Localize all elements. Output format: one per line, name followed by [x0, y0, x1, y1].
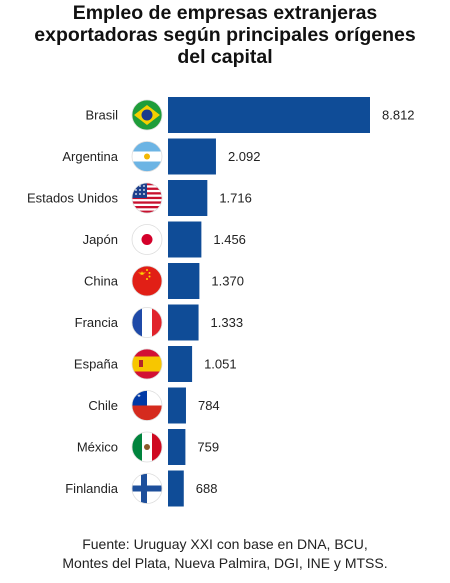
bar-chart: Brasil 8.812 Argentina 2.092 Estados Unidos 1…	[27, 97, 415, 507]
source-line-1: Fuente: Uruguay XXI con base en DNA, BCU…	[82, 536, 368, 552]
bar-row: Chile 784	[88, 387, 220, 424]
value-label: 1.333	[211, 315, 244, 330]
bar-row: Estados Unidos 1.716	[27, 180, 252, 216]
value-label: 1.370	[211, 274, 244, 289]
bar-row: Brasil 8.812	[85, 97, 415, 133]
chile-flag-icon	[131, 390, 163, 421]
category-label: Estados Unidos	[27, 191, 119, 206]
category-label: Japón	[83, 232, 118, 247]
bar	[168, 470, 184, 507]
value-label: 688	[196, 481, 218, 496]
china-flag-icon	[131, 265, 163, 297]
france-flag-icon	[131, 307, 163, 338]
bar	[168, 346, 193, 382]
category-label: Argentina	[62, 149, 118, 164]
chart-title: Empleo de empresas extranjeras exportado…	[0, 2, 450, 68]
bar-row: China 1.370	[84, 263, 244, 299]
chart-title-line-2: exportadoras según principales orígenes	[34, 24, 416, 46]
bar	[168, 304, 199, 341]
source-line-2: Montes del Plata, Nueva Palmira, DGI, IN…	[62, 555, 388, 571]
mexico-flag-icon	[131, 431, 163, 463]
spain-flag-icon	[131, 348, 163, 380]
category-label: Brasil	[85, 108, 118, 123]
bar	[168, 387, 186, 424]
bar	[168, 180, 208, 216]
value-label: 759	[197, 440, 219, 455]
bar-row: Argentina 2.092	[62, 138, 261, 175]
category-label: China	[84, 274, 119, 289]
bar	[168, 429, 186, 465]
usa-flag-icon	[131, 182, 163, 214]
bar	[168, 263, 200, 299]
bar	[168, 138, 216, 175]
bar-row: Finlandia 688	[65, 470, 218, 507]
bar-row: Francia 1.333	[75, 304, 244, 341]
category-label: España	[74, 357, 119, 372]
value-label: 1.456	[213, 232, 246, 247]
brazil-flag-icon	[131, 99, 163, 131]
japan-flag-icon	[131, 224, 163, 255]
bar-row: España 1.051	[74, 346, 237, 382]
bar	[168, 97, 370, 133]
category-label: Francia	[75, 315, 119, 330]
finland-flag-icon	[131, 473, 163, 504]
bar-row: Japón 1.456	[83, 221, 246, 258]
category-label: Chile	[88, 398, 118, 413]
value-label: 1.051	[204, 357, 237, 372]
argentina-flag-icon	[131, 141, 163, 172]
chart-title-line-3: del capital	[177, 46, 273, 68]
bar-row: México 759	[77, 429, 219, 465]
value-label: 2.092	[228, 149, 261, 164]
source-note: Fuente: Uruguay XXI con base en DNA, BCU…	[0, 535, 450, 573]
category-label: México	[77, 440, 118, 455]
value-label: 784	[198, 398, 220, 413]
value-label: 8.812	[382, 108, 415, 123]
value-label: 1.716	[219, 191, 252, 206]
category-label: Finlandia	[65, 481, 119, 496]
chart-title-line-1: Empleo de empresas extranjeras	[72, 2, 378, 24]
bar	[168, 221, 202, 258]
